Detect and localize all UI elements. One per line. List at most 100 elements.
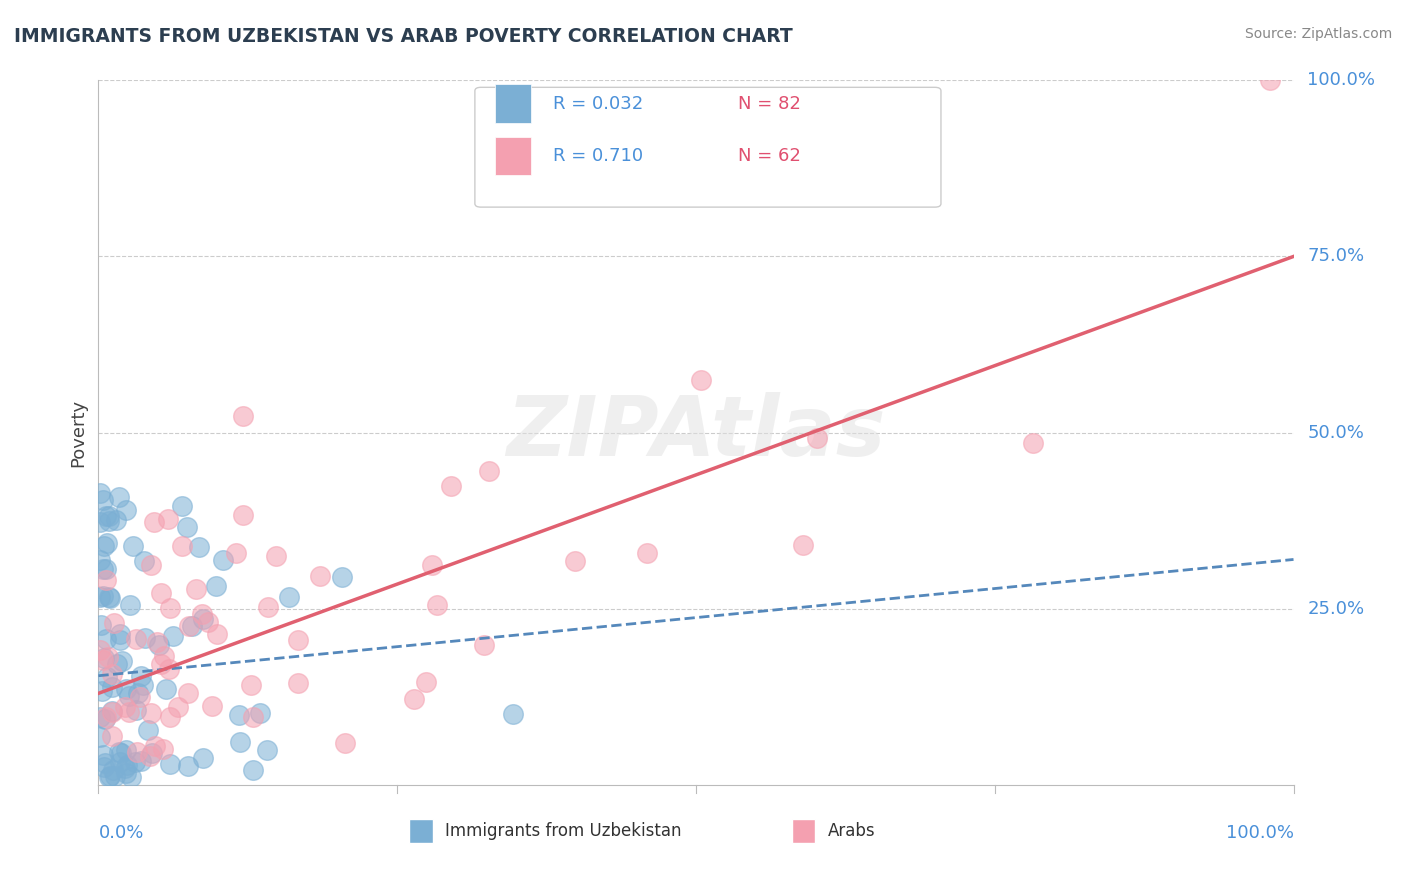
Point xyxy=(103,615,125,630)
Point xyxy=(93,539,115,553)
Point xyxy=(91,493,114,508)
Point xyxy=(114,699,136,714)
Point xyxy=(157,662,180,676)
Point xyxy=(440,478,463,492)
Text: 100.0%: 100.0% xyxy=(1308,71,1375,89)
Point xyxy=(184,582,207,596)
Point xyxy=(93,712,115,726)
Point xyxy=(162,629,184,643)
Text: IMMIGRANTS FROM UZBEKISTAN VS ARAB POVERTY CORRELATION CHART: IMMIGRANTS FROM UZBEKISTAN VS ARAB POVER… xyxy=(14,27,793,45)
Point xyxy=(212,552,235,566)
Point xyxy=(170,539,193,553)
Point xyxy=(104,513,127,527)
Point xyxy=(229,735,252,749)
Text: N = 62: N = 62 xyxy=(738,147,800,165)
Point xyxy=(239,678,262,692)
Point xyxy=(115,742,138,756)
Point xyxy=(177,759,200,773)
Point xyxy=(157,512,180,526)
Point xyxy=(89,710,111,724)
Point xyxy=(197,615,219,629)
Point xyxy=(114,765,136,780)
FancyBboxPatch shape xyxy=(495,84,531,122)
Point xyxy=(94,509,117,524)
Point xyxy=(150,586,173,600)
Point xyxy=(97,590,120,604)
Text: Source: ZipAtlas.com: Source: ZipAtlas.com xyxy=(1244,27,1392,41)
FancyBboxPatch shape xyxy=(475,87,941,207)
Point xyxy=(180,619,202,633)
Point xyxy=(110,746,132,760)
Point xyxy=(108,491,131,505)
Point xyxy=(117,705,139,719)
Point xyxy=(232,508,254,522)
Point xyxy=(115,757,138,772)
FancyBboxPatch shape xyxy=(409,819,433,844)
Point xyxy=(177,686,200,700)
Point xyxy=(689,373,711,387)
Point xyxy=(94,562,117,576)
Point xyxy=(225,545,247,559)
Point xyxy=(159,709,181,723)
Point xyxy=(132,678,155,692)
Point xyxy=(242,710,264,724)
Text: Arabs: Arabs xyxy=(827,822,875,839)
Point xyxy=(420,558,443,573)
Point xyxy=(136,723,159,737)
Point xyxy=(806,432,828,446)
Point xyxy=(264,549,287,563)
Point xyxy=(150,657,173,672)
Point xyxy=(232,409,254,423)
Text: N = 82: N = 82 xyxy=(738,95,800,112)
Point xyxy=(98,514,121,528)
Point xyxy=(110,627,132,641)
Point xyxy=(120,770,142,784)
Point xyxy=(134,554,156,568)
Text: R = 0.032: R = 0.032 xyxy=(553,95,643,112)
Point xyxy=(426,598,449,612)
Point xyxy=(159,757,181,772)
Point xyxy=(1258,73,1281,87)
Point xyxy=(89,591,111,605)
Point xyxy=(93,562,115,576)
Point xyxy=(191,612,214,626)
Point xyxy=(792,538,814,552)
Point xyxy=(91,683,114,698)
Point xyxy=(127,745,149,759)
Point xyxy=(101,763,124,777)
Point xyxy=(124,756,146,770)
Point xyxy=(146,635,169,649)
Point xyxy=(155,682,177,697)
Point xyxy=(141,558,163,573)
Point xyxy=(177,619,200,633)
Point xyxy=(277,591,299,605)
Point xyxy=(564,554,586,568)
Point xyxy=(129,690,152,704)
Point xyxy=(188,540,211,554)
Point xyxy=(172,499,194,513)
Point xyxy=(204,579,226,593)
Point xyxy=(93,589,115,603)
Point xyxy=(96,710,118,724)
Point xyxy=(330,570,353,584)
Point xyxy=(98,771,121,785)
Point xyxy=(207,627,229,641)
Text: 50.0%: 50.0% xyxy=(1308,424,1364,442)
Point xyxy=(1022,435,1045,450)
Point xyxy=(256,743,278,757)
Point xyxy=(191,607,214,621)
Point xyxy=(249,706,271,721)
Point xyxy=(143,739,166,753)
Point xyxy=(101,704,124,718)
Point xyxy=(98,591,121,605)
Point xyxy=(100,730,122,744)
Text: 100.0%: 100.0% xyxy=(1226,823,1294,842)
Text: 75.0%: 75.0% xyxy=(1308,247,1365,266)
Point xyxy=(129,755,152,769)
Point xyxy=(257,600,280,615)
Text: 25.0%: 25.0% xyxy=(1308,599,1365,618)
Point xyxy=(104,769,127,783)
Point xyxy=(228,707,250,722)
Point xyxy=(167,699,190,714)
Point xyxy=(118,598,141,612)
